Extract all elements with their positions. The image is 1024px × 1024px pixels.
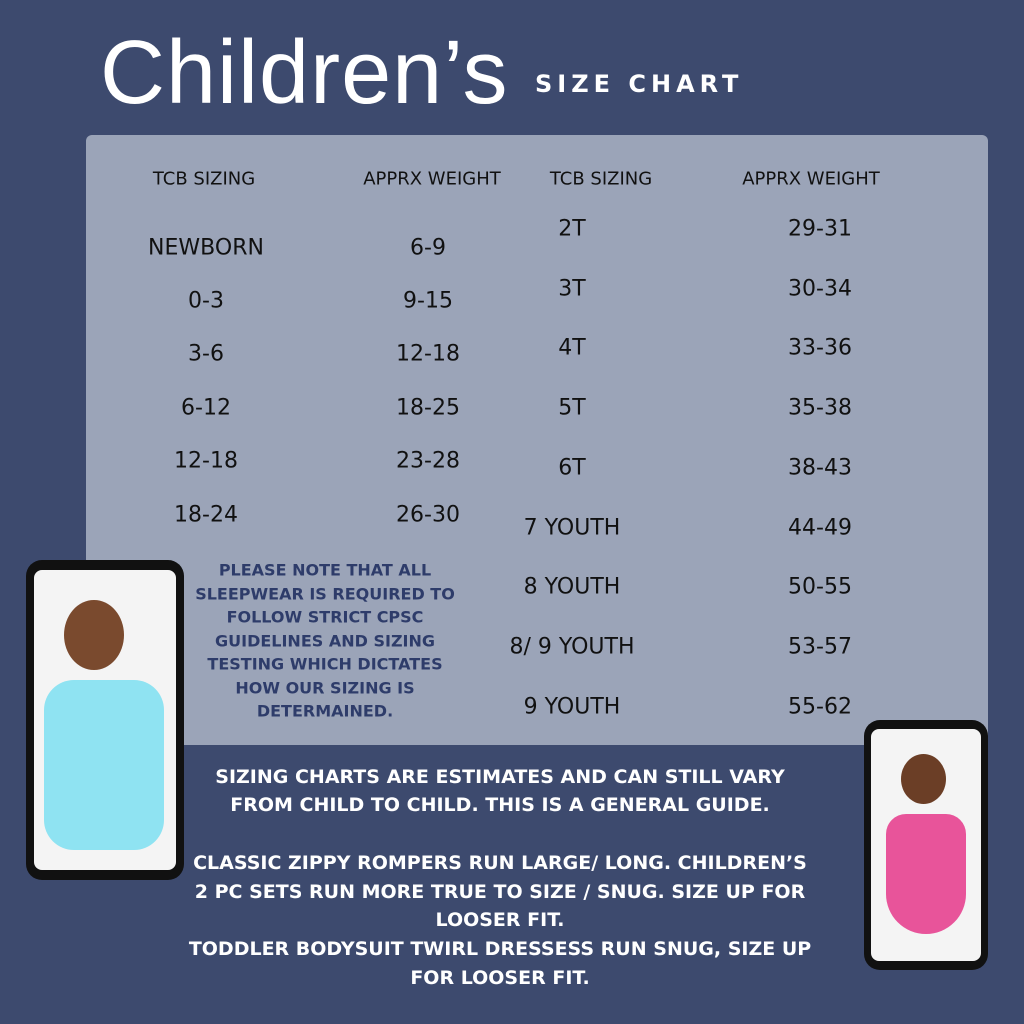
table-cell: 12-18 [396,341,460,367]
table-cell: 30-34 [788,276,852,302]
phone-photo [864,720,988,970]
note-line: SLEEPWEAR IS REQUIRED TO [195,584,455,603]
footer-line: TODDLER BODYSUIT TWIRL DRESSESS RUN SNUG… [188,938,812,960]
subtitle: SIZE CHART [535,70,744,98]
table-cell: 29-31 [788,216,852,242]
table-cell: 5T [558,395,586,421]
table-cell: 33-36 [788,335,852,361]
table-cell: 38-43 [788,455,852,481]
phone-photo [26,560,184,880]
note-line: FOLLOW STRICT CPSC [226,607,424,627]
table-cell: 7 YOUTH [523,515,621,540]
footer-line: FOR LOOSER FIT. [410,967,590,989]
table-cell: 50-55 [788,574,852,600]
note-line: TESTING WHICH DICTATES [207,654,443,674]
table-cell: 9 YOUTH [523,694,621,720]
column-header: TCB SIZING [549,168,653,190]
table-cell: 8 YOUTH [523,574,621,600]
note-line: GUIDELINES AND SIZING [214,631,436,650]
table-cell: 6-12 [181,395,231,421]
column-header: APPRX WEIGHT [363,168,501,190]
note-line: PLEASE NOTE THAT ALL [218,560,432,580]
table-cell: 9-15 [403,288,453,314]
table-cell: 44-49 [788,515,852,540]
table-cell: 2T [558,216,586,242]
footer-line: 2 PC SETS RUN MORE TRUE TO SIZE / SNUG. … [194,881,806,903]
footer-line: FROM CHILD TO CHILD. THIS IS A GENERAL G… [230,794,770,816]
table-cell: 8/ 9 YOUTH [509,634,635,660]
table-cell: 3T [558,276,586,302]
footer-line: LOOSER FIT. [435,909,565,931]
table-cell: 3-6 [188,341,224,367]
table-cell: 26-30 [396,502,460,528]
title: Children’s [100,23,509,123]
table-cell: 6T [558,455,586,481]
table-cell: NEWBORN [148,235,264,261]
table-cell: 53-57 [788,634,852,660]
table-cell: 0-3 [188,288,224,314]
footer-line: SIZING CHARTS ARE ESTIMATES AND CAN STIL… [215,766,785,788]
table-cell: 23-28 [396,448,460,474]
column-header: APPRX WEIGHT [742,168,880,190]
table-panel [86,135,988,745]
table-cell: 55-62 [788,694,852,720]
table-cell: 18-24 [174,502,238,528]
table-cell: 35-38 [788,395,852,421]
footer-line: CLASSIC ZIPPY ROMPERS RUN LARGE/ LONG. C… [193,852,807,874]
note-line: DETERMAINED. [256,701,394,721]
column-header: TCB SIZING [152,168,256,190]
table-cell: 4T [558,335,586,361]
table-cell: 6-9 [410,235,446,261]
table-cell: 12-18 [174,448,238,474]
note-line: HOW OUR SIZING IS [235,678,415,697]
table-cell: 18-25 [396,395,460,421]
